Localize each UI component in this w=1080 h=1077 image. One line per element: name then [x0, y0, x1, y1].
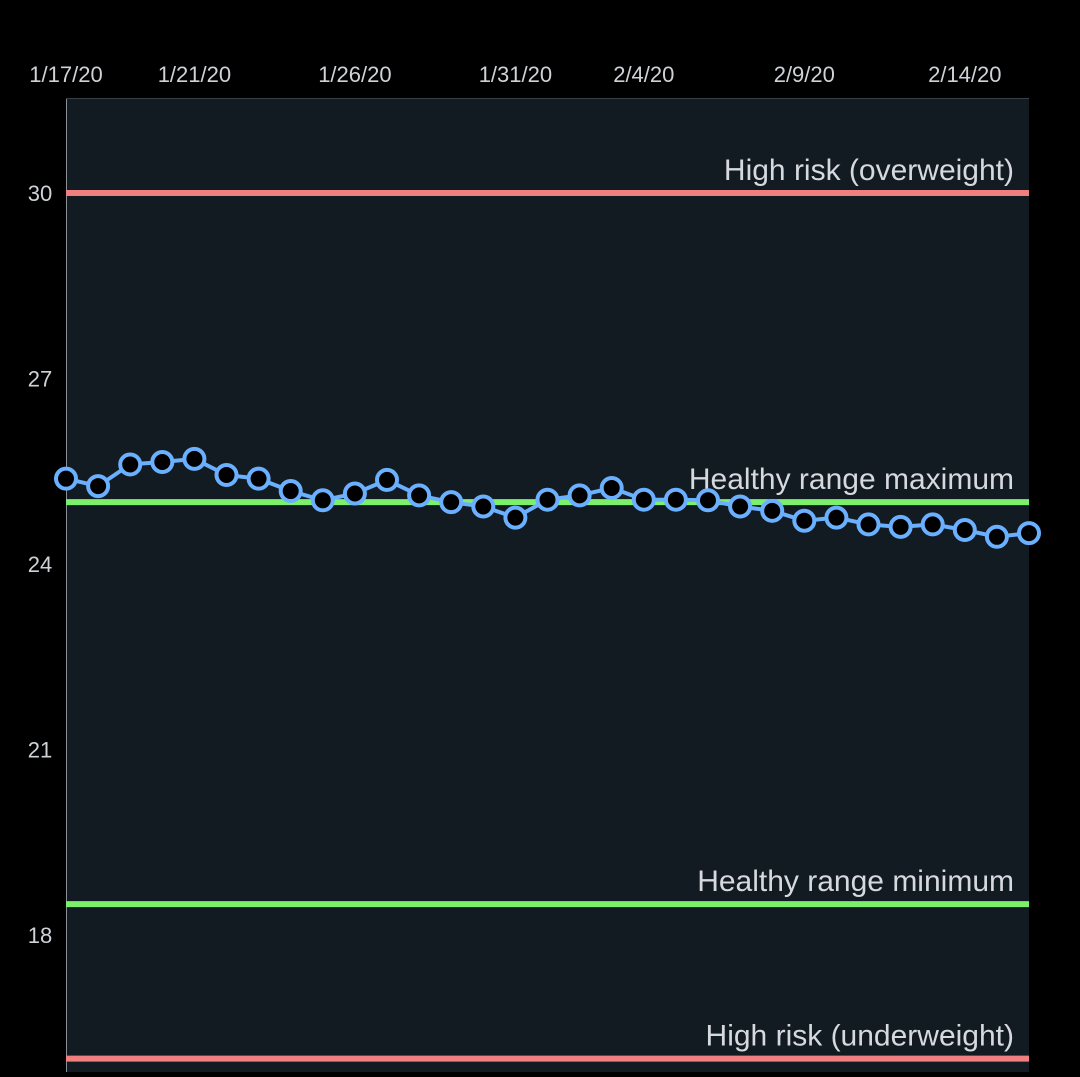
- y-tick-label: 21: [28, 738, 52, 763]
- y-tick-label: 18: [28, 923, 52, 948]
- data-point[interactable]: [535, 487, 560, 512]
- y-tick-label: 24: [28, 552, 52, 577]
- data-point[interactable]: [246, 466, 271, 491]
- data-point[interactable]: [631, 487, 656, 512]
- data-point[interactable]: [984, 524, 1009, 549]
- reference-lines: High risk (overweight) Healthy range maxi…: [66, 154, 1029, 1062]
- data-point[interactable]: [792, 508, 817, 533]
- data-point[interactable]: [728, 494, 753, 519]
- data-point[interactable]: [824, 505, 849, 530]
- data-point[interactable]: [310, 488, 335, 513]
- x-tick-label: 1/26/20: [318, 62, 391, 87]
- data-point[interactable]: [86, 474, 111, 499]
- reference-line-label: High risk (overweight): [724, 154, 1014, 187]
- data-point[interactable]: [439, 490, 464, 515]
- data-point[interactable]: [760, 498, 785, 523]
- data-point[interactable]: [342, 481, 367, 506]
- x-tick-label: 1/21/20: [158, 62, 231, 87]
- plot-area: [66, 98, 1029, 1072]
- reference-line-label: Healthy range maximum: [689, 463, 1014, 496]
- x-axis-ticks: 1/17/20 1/21/20 1/26/20 1/31/20 2/4/20 2/9/20…: [29, 62, 1001, 87]
- data-point[interactable]: [567, 483, 592, 508]
- x-tick-label: 1/17/20: [29, 62, 102, 87]
- data-point[interactable]: [888, 514, 913, 539]
- series-group: [54, 446, 1041, 549]
- y-axis-ticks: 30 27 24 21 18: [28, 181, 52, 948]
- y-tick-label: 30: [28, 181, 52, 206]
- data-point[interactable]: [920, 512, 945, 537]
- data-point[interactable]: [856, 512, 881, 537]
- data-point[interactable]: [696, 488, 720, 513]
- data-point[interactable]: [182, 446, 207, 471]
- data-point[interactable]: [599, 475, 624, 500]
- data-point[interactable]: [214, 462, 239, 487]
- x-tick-label: 2/4/20: [613, 62, 674, 87]
- x-tick-label: 1/31/20: [479, 62, 552, 87]
- data-point[interactable]: [952, 517, 977, 542]
- data-point[interactable]: [503, 505, 528, 530]
- reference-line-label: Healthy range minimum: [697, 865, 1014, 898]
- data-point[interactable]: [54, 466, 78, 491]
- data-point[interactable]: [407, 483, 432, 508]
- y-tick-label: 27: [28, 367, 52, 392]
- data-point[interactable]: [278, 479, 303, 504]
- reference-line-label: High risk (underweight): [706, 1020, 1014, 1053]
- data-point[interactable]: [118, 452, 143, 477]
- x-tick-label: 2/14/20: [928, 62, 1001, 87]
- data-point[interactable]: [1017, 521, 1041, 546]
- data-point[interactable]: [150, 449, 175, 474]
- data-point[interactable]: [663, 487, 688, 512]
- data-point[interactable]: [375, 467, 399, 492]
- x-tick-label: 2/9/20: [774, 62, 835, 87]
- data-point[interactable]: [471, 494, 496, 519]
